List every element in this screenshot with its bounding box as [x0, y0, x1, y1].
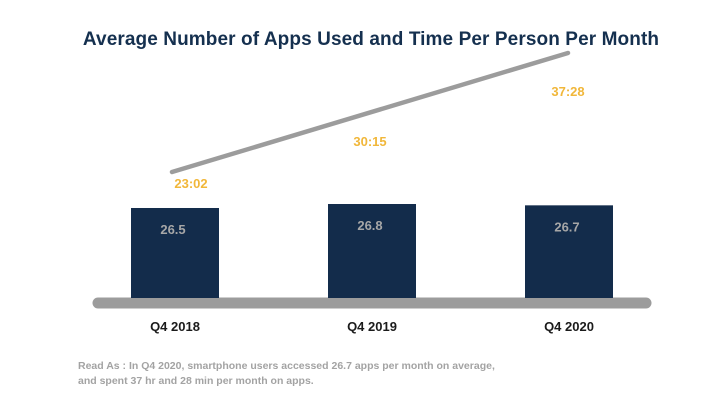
footnote-line-1: Read As : In Q4 2020, smartphone users a…: [78, 360, 495, 372]
footnote-line-2: and spent 37 hr and 28 min per month on …: [78, 375, 314, 387]
chart-title: Average Number of Apps Used and Time Per…: [82, 29, 660, 50]
x-tick-label: Q4 2019: [347, 319, 397, 334]
bar-value-label: 26.7: [554, 219, 579, 234]
bar-q4-2018: [131, 207, 219, 298]
x-tick-label: Q4 2020: [544, 319, 594, 334]
line-value-label: 37:28: [551, 84, 584, 99]
x-tick-label: Q4 2018: [150, 319, 200, 334]
line-value-label: 30:15: [353, 134, 386, 149]
footnote: Read As : In Q4 2020, smartphone users a…: [78, 359, 638, 389]
bar-q4-2020: [525, 205, 613, 298]
bar-q4-2019: [328, 204, 416, 298]
bar-value-label: 26.8: [357, 218, 382, 233]
line-value-label: 23:02: [174, 176, 207, 191]
time-series-line: [169, 50, 571, 175]
bar-value-label: 26.5: [160, 222, 185, 237]
